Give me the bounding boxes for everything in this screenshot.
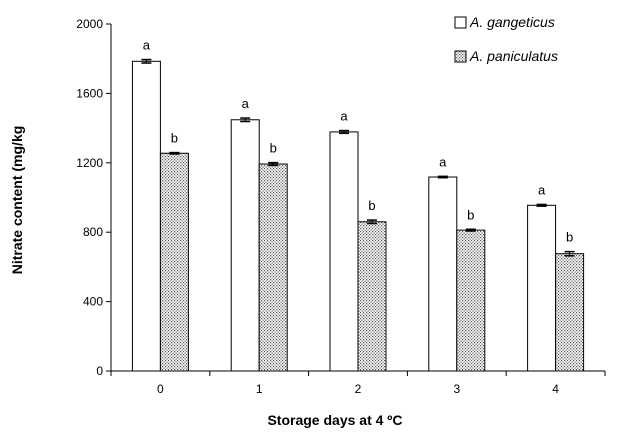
y-tick-label-1600: 1600: [76, 86, 103, 100]
bar-series1-cat4: [555, 253, 585, 372]
bar-series0-cat1: [230, 119, 260, 372]
legend-swatch-a-gangeticus: [454, 16, 467, 29]
significance-label-series1-cat3: b: [467, 207, 474, 222]
bar-series0-cat4: [527, 204, 557, 372]
significance-label-series0-cat2: a: [340, 109, 348, 124]
bar-series0-cat0: [131, 60, 161, 372]
legend-label-a-paniculatus: A. paniculatus: [469, 48, 558, 64]
significance-label-series1-cat0: b: [171, 131, 178, 146]
y-tick-label-0: 0: [96, 364, 103, 378]
significance-label-series0-cat1: a: [242, 96, 250, 111]
x-tick-label-2: 2: [355, 382, 362, 396]
y-tick-label-1200: 1200: [76, 156, 103, 170]
bar-series1-cat1: [258, 163, 288, 372]
y-tick-label-2000: 2000: [76, 17, 103, 31]
x-tick-label-3: 3: [453, 382, 460, 396]
significance-label-series0-cat4: a: [538, 182, 546, 197]
legend-label-a-gangeticus: A. gangeticus: [469, 14, 555, 30]
x-tick-label-1: 1: [256, 382, 263, 396]
y-tick-label-800: 800: [83, 225, 103, 239]
significance-label-series1-cat2: b: [368, 198, 375, 213]
x-axis-title: Storage days at 4 ºC: [267, 412, 402, 428]
legend-swatch-a-paniculatus: [454, 50, 467, 63]
bar-series1-cat0: [159, 152, 189, 372]
significance-label-series1-cat4: b: [566, 230, 573, 245]
plot-area: 0 400 800 1200 1600 2000 0 1 2 3 4 a a a a a b b b b b: [76, 17, 606, 396]
bar-series0-cat3: [428, 176, 458, 372]
significance-label-series1-cat1: b: [270, 141, 277, 156]
x-tick-label-0: 0: [157, 382, 164, 396]
bar-series1-cat2: [357, 221, 387, 372]
bar-series0-cat2: [329, 131, 359, 372]
significance-label-series0-cat0: a: [143, 38, 151, 53]
x-tick-label-4: 4: [552, 382, 559, 396]
significance-label-series0-cat3: a: [439, 154, 447, 169]
y-tick-label-400: 400: [83, 295, 103, 309]
y-axis-title: Nitrate content (mg/kg: [9, 126, 25, 275]
bar-series1-cat3: [456, 229, 486, 372]
legend: A. gangeticus A. paniculatus: [454, 14, 558, 64]
